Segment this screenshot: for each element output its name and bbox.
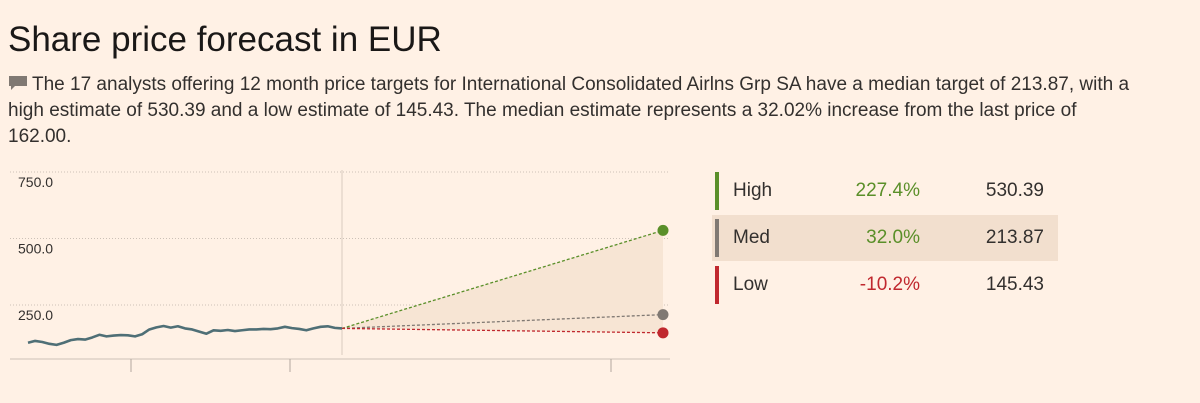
y-tick-label: 500.0 bbox=[18, 241, 53, 257]
legend-label: Med bbox=[733, 227, 770, 248]
price-line bbox=[27, 324, 343, 347]
forecast-point-low bbox=[657, 327, 669, 339]
y-tick-labels: 750.0 500.0 250.0 bbox=[18, 174, 53, 323]
legend-row-median: Med 32.0% 213.87 bbox=[712, 215, 1058, 261]
legend-bar-high bbox=[715, 172, 719, 210]
legend-value: 213.87 bbox=[985, 227, 1044, 248]
y-tick-label: 750.0 bbox=[18, 174, 53, 190]
forecast-line-median bbox=[341, 313, 664, 330]
forecast-range bbox=[342, 230, 663, 333]
legend-change: 227.4% bbox=[855, 180, 920, 201]
legend-value: 530.39 bbox=[985, 180, 1044, 201]
comment-icon bbox=[9, 76, 27, 90]
legend-change: -10.2% bbox=[859, 274, 920, 295]
legend-row-low: Low -10.2% 145.43 bbox=[712, 262, 1058, 308]
forecast-chart: 750.0 500.0 250.0 bbox=[10, 170, 670, 372]
chart-axes bbox=[10, 170, 670, 372]
forecast-summary: The 17 analysts offering 12 month price … bbox=[8, 72, 1138, 150]
chart-title: Share price forecast in EUR bbox=[8, 20, 442, 59]
forecast-layer bbox=[341, 224, 669, 339]
forecast-line-high bbox=[341, 229, 664, 330]
forecast-line-low bbox=[341, 327, 664, 334]
legend-label: Low bbox=[733, 274, 768, 295]
forecast-legend: High 227.4% 530.39 Med 32.0% 213.87 Low … bbox=[712, 168, 1058, 309]
legend-row-high: High 227.4% 530.39 bbox=[712, 168, 1058, 214]
legend-bar-median bbox=[715, 219, 719, 257]
legend-bar-low bbox=[715, 266, 719, 304]
y-tick-label: 250.0 bbox=[18, 307, 53, 323]
legend-value: 145.43 bbox=[985, 274, 1044, 295]
legend-label: High bbox=[733, 180, 773, 201]
forecast-summary-text: The 17 analysts offering 12 month price … bbox=[8, 74, 1130, 147]
legend-change: 32.0% bbox=[866, 227, 920, 248]
chart-grid bbox=[10, 171, 670, 306]
forecast-point-high bbox=[657, 224, 669, 236]
price-layer bbox=[27, 324, 343, 347]
forecast-point-median bbox=[657, 309, 669, 321]
